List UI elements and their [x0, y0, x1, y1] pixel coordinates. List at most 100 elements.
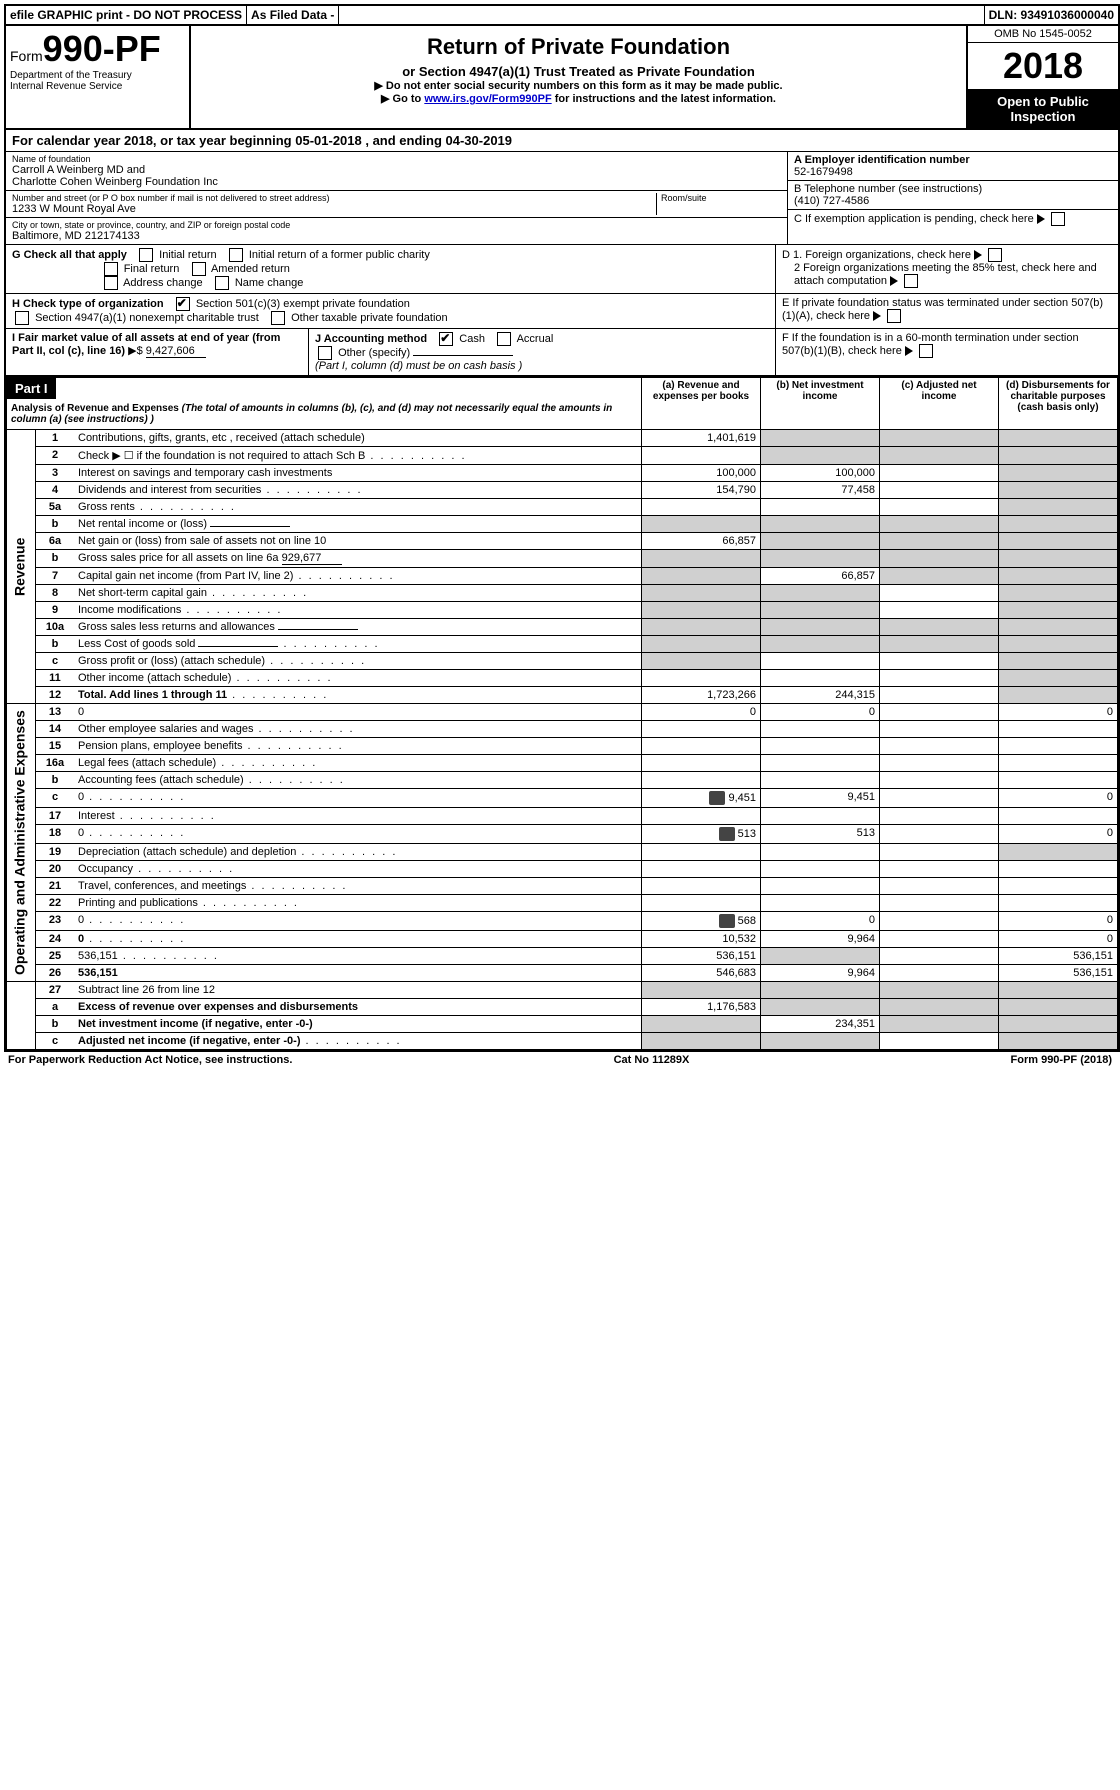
fmv-value: 9,427,606 [146, 345, 206, 358]
col-a-value [642, 808, 761, 825]
col-b-value: 66,857 [761, 568, 880, 585]
f-checkbox[interactable] [919, 344, 933, 358]
col-b-value: 244,315 [761, 687, 880, 704]
line-description: 0 [74, 704, 642, 721]
address-change-checkbox[interactable] [104, 276, 118, 290]
col-b-value [761, 585, 880, 602]
line-description: Other income (attach schedule) [74, 670, 642, 687]
accrual-checkbox[interactable] [497, 332, 511, 346]
cal-end: 04-30-2019 [446, 133, 513, 148]
final-return-checkbox[interactable] [104, 262, 118, 276]
col-d-value [999, 568, 1118, 585]
table-row: 2Check ▶ ☐ if the foundation is not requ… [7, 447, 1118, 465]
j2-label: Accrual [517, 333, 554, 345]
line-number: 26 [36, 965, 75, 982]
line-description: Gross sales less returns and allowances [74, 619, 642, 636]
col-c-value [880, 670, 999, 687]
col-c-value [880, 602, 999, 619]
col-b-value [761, 721, 880, 738]
line-description: Net rental income or (loss) [74, 516, 642, 533]
col-a-value [642, 772, 761, 789]
dln: DLN: 93491036000040 [985, 6, 1118, 24]
col-c-value [880, 844, 999, 861]
attachment-icon[interactable] [719, 914, 735, 928]
col-b-value [761, 636, 880, 653]
col-b-value: 513 [761, 825, 880, 844]
col-a-value [642, 447, 761, 465]
side-label: Revenue [7, 430, 36, 704]
city-label: City or town, state or province, country… [12, 220, 781, 230]
line-number: 15 [36, 738, 75, 755]
col-b-value [761, 619, 880, 636]
col-c-value [880, 878, 999, 895]
col-c-value [880, 653, 999, 670]
col-d-value [999, 808, 1118, 825]
col-d-value [999, 738, 1118, 755]
col-a-value [642, 982, 761, 999]
col-b-value: 0 [761, 912, 880, 931]
col-d-value [999, 1016, 1118, 1033]
table-row: 5aGross rents [7, 499, 1118, 516]
attachment-icon[interactable] [719, 827, 735, 841]
501c3-checkbox[interactable] [176, 297, 190, 311]
line-description: Net short-term capital gain [74, 585, 642, 602]
col-b-value [761, 670, 880, 687]
table-row: bNet rental income or (loss) [7, 516, 1118, 533]
part1-title: Analysis of Revenue and Expenses [11, 403, 179, 414]
col-c-value [880, 1016, 999, 1033]
line-number: 6a [36, 533, 75, 550]
table-row: 26536,151546,6839,964536,151 [7, 965, 1118, 982]
ein-value: 52-1679498 [794, 166, 853, 178]
e-checkbox[interactable] [887, 309, 901, 323]
tax-year: 2018 [968, 43, 1118, 90]
line-description: Interest [74, 808, 642, 825]
dept-treasury: Department of the Treasury [10, 70, 185, 81]
col-d-value [999, 670, 1118, 687]
exemption-checkbox[interactable] [1051, 212, 1065, 226]
col-a-value: 546,683 [642, 965, 761, 982]
col-b-value [761, 844, 880, 861]
initial-return-checkbox[interactable] [139, 248, 153, 262]
col-a-value: 1,401,619 [642, 430, 761, 447]
line-number: c [36, 789, 75, 808]
name-change-checkbox[interactable] [215, 276, 229, 290]
line-number: c [36, 653, 75, 670]
col-a-header: (a) Revenue and expenses per books [642, 378, 761, 430]
col-c-value [880, 999, 999, 1016]
d1-checkbox[interactable] [988, 248, 1002, 262]
col-c-header: (c) Adjusted net income [880, 378, 999, 430]
other-taxable-checkbox[interactable] [271, 311, 285, 325]
j1-label: Cash [459, 333, 485, 345]
g6-label: Name change [235, 277, 304, 289]
attachment-icon[interactable] [709, 791, 725, 805]
omb-number: OMB No 1545-0052 [968, 26, 1118, 43]
amended-return-checkbox[interactable] [192, 262, 206, 276]
col-a-value [642, 499, 761, 516]
col-a-value: 9,451 [642, 789, 761, 808]
col-c-value [880, 465, 999, 482]
cash-checkbox[interactable] [439, 332, 453, 346]
initial-former-checkbox[interactable] [229, 248, 243, 262]
col-d-value: 536,151 [999, 965, 1118, 982]
4947a1-checkbox[interactable] [15, 311, 29, 325]
table-row: 8Net short-term capital gain [7, 585, 1118, 602]
line-number: 3 [36, 465, 75, 482]
d2-checkbox[interactable] [904, 274, 918, 288]
col-a-value [642, 568, 761, 585]
line-number: 12 [36, 687, 75, 704]
h1-label: Section 501(c)(3) exempt private foundat… [196, 298, 410, 310]
table-row: 19Depreciation (attach schedule) and dep… [7, 844, 1118, 861]
col-d-header: (d) Disbursements for charitable purpose… [999, 378, 1118, 430]
col-b-value [761, 499, 880, 516]
other-method-checkbox[interactable] [318, 346, 332, 360]
line-description: Gross sales price for all assets on line… [74, 550, 642, 568]
col-b-value [761, 653, 880, 670]
table-row: 3Interest on savings and temporary cash … [7, 465, 1118, 482]
table-row: Operating and Administrative Expenses130… [7, 704, 1118, 721]
line-number: 2 [36, 447, 75, 465]
irs-link[interactable]: www.irs.gov/Form990PF [424, 93, 551, 105]
form-990pf: efile GRAPHIC print - DO NOT PROCESS As … [4, 4, 1120, 1052]
street-address: 1233 W Mount Royal Ave [12, 203, 656, 215]
calendar-year-row: For calendar year 2018, or tax year begi… [6, 130, 1118, 152]
line-number: 22 [36, 895, 75, 912]
